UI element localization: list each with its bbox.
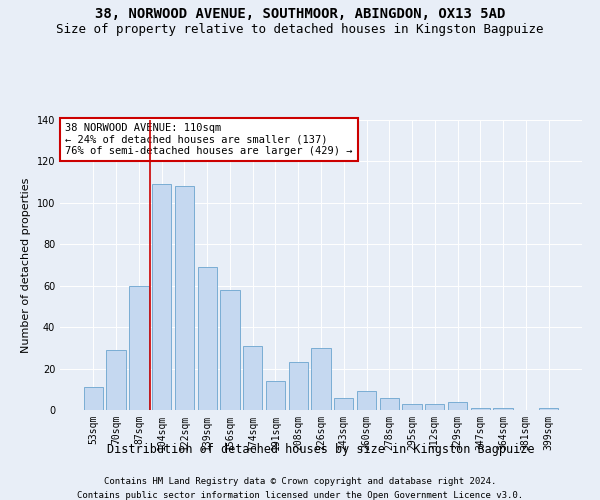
Bar xyxy=(106,350,126,410)
Bar xyxy=(425,404,445,410)
Bar xyxy=(84,387,103,410)
Bar xyxy=(311,348,331,410)
Bar xyxy=(289,362,308,410)
Bar xyxy=(380,398,399,410)
Bar xyxy=(470,408,490,410)
Text: Distribution of detached houses by size in Kingston Bagpuize: Distribution of detached houses by size … xyxy=(107,442,535,456)
Bar xyxy=(539,408,558,410)
Text: Size of property relative to detached houses in Kingston Bagpuize: Size of property relative to detached ho… xyxy=(56,22,544,36)
Bar xyxy=(243,346,262,410)
Bar xyxy=(357,392,376,410)
Bar xyxy=(266,381,285,410)
Bar xyxy=(448,402,467,410)
Bar xyxy=(175,186,194,410)
Text: Contains public sector information licensed under the Open Government Licence v3: Contains public sector information licen… xyxy=(77,491,523,500)
Bar xyxy=(197,267,217,410)
Bar xyxy=(129,286,149,410)
Bar xyxy=(220,290,239,410)
Text: Contains HM Land Registry data © Crown copyright and database right 2024.: Contains HM Land Registry data © Crown c… xyxy=(104,478,496,486)
Text: 38 NORWOOD AVENUE: 110sqm
← 24% of detached houses are smaller (137)
76% of semi: 38 NORWOOD AVENUE: 110sqm ← 24% of detac… xyxy=(65,123,353,156)
Y-axis label: Number of detached properties: Number of detached properties xyxy=(21,178,31,352)
Bar xyxy=(334,398,353,410)
Bar xyxy=(493,408,513,410)
Bar xyxy=(152,184,172,410)
Bar xyxy=(403,404,422,410)
Text: 38, NORWOOD AVENUE, SOUTHMOOR, ABINGDON, OX13 5AD: 38, NORWOOD AVENUE, SOUTHMOOR, ABINGDON,… xyxy=(95,8,505,22)
